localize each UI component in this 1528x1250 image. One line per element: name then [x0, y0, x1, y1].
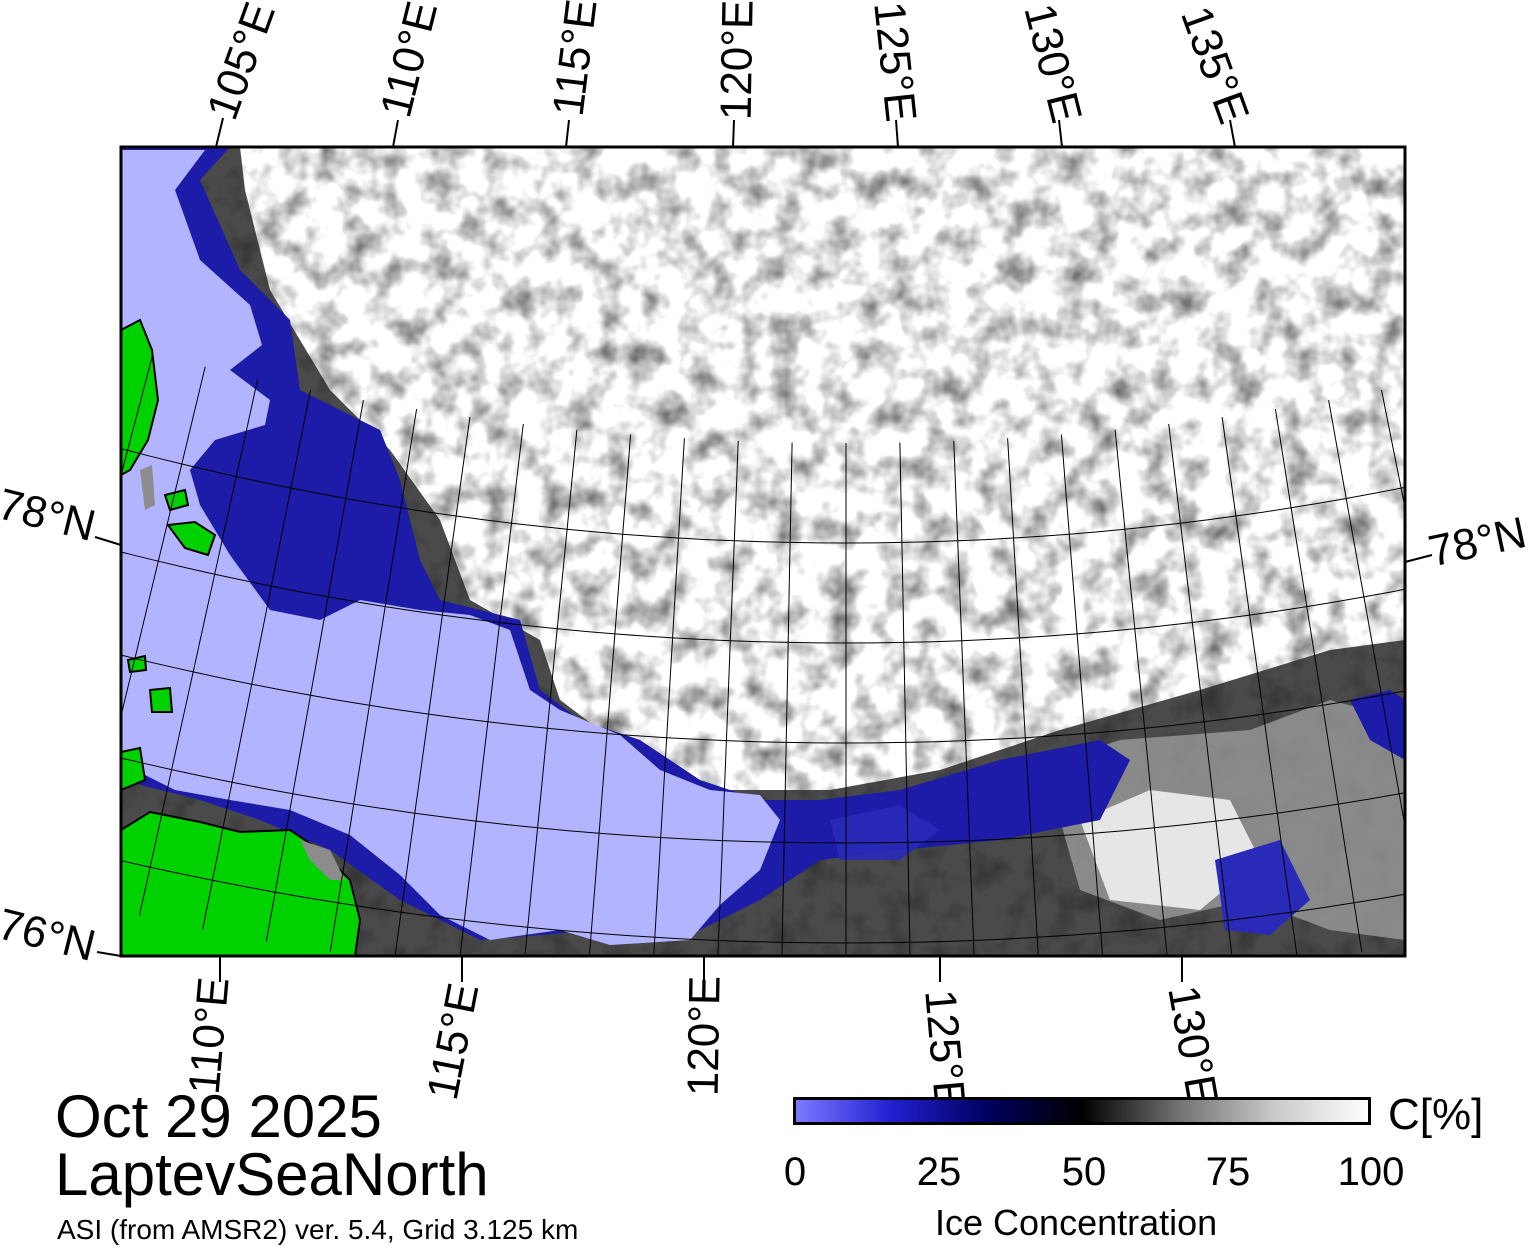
meridian-line	[653, 438, 685, 956]
map-frame	[119, 145, 1407, 958]
meridian-line	[265, 400, 364, 942]
colorbar-tick-label: 25	[916, 1150, 962, 1194]
axis-tick	[732, 119, 735, 148]
land-island-small-4	[121, 746, 147, 792]
region-label: LaptevSeaNorth	[55, 1141, 489, 1208]
colorbar-tick-label: 50	[1061, 1150, 1107, 1194]
meridian-line	[953, 440, 975, 956]
meridian-line	[202, 389, 311, 930]
left-latitude-label: 76°N	[0, 900, 100, 971]
meridian-line	[459, 423, 524, 956]
top-longitude-label: 115°E	[544, 0, 607, 119]
meridian-line	[0, 324, 49, 850]
meridian-line	[1381, 389, 1405, 511]
meridian-line	[1328, 400, 1405, 830]
colorbar-tick-label: 0	[783, 1150, 807, 1194]
ice-patch-blue-3	[830, 805, 940, 860]
meridian-line	[781, 442, 793, 956]
meridian-line	[1007, 438, 1039, 956]
colorbar	[793, 1097, 1371, 1125]
axis-tick	[895, 119, 899, 148]
meridian-line	[1487, 367, 1528, 902]
top-longitude-label: 105°E	[198, 0, 285, 126]
meridian-line	[1274, 409, 1363, 953]
meridian-line	[717, 440, 739, 956]
meridian-line	[524, 429, 578, 956]
meridian-line	[121, 366, 206, 718]
date-label: Oct 29 2025	[55, 1083, 382, 1150]
meridian-line	[0, 340, 101, 869]
meridian-line	[1168, 423, 1233, 956]
parallel-line	[121, 654, 1405, 744]
axis-tick	[565, 119, 570, 148]
land-island-small-5	[126, 654, 148, 674]
axis-tick	[1229, 119, 1236, 148]
meridian-line	[1434, 379, 1528, 916]
colorbar-title: Ice Concentration	[935, 1202, 1218, 1243]
bottom-longitude-label: 125°E	[915, 988, 974, 1112]
top-longitude-label: 135°E	[1171, 0, 1258, 130]
right-latitude-label: 78°N	[1424, 508, 1528, 576]
land-island-small-1	[166, 520, 217, 557]
top-longitude-label: 130°E	[1014, 0, 1091, 128]
meridian-line	[1060, 434, 1104, 956]
meridian-line	[899, 442, 911, 956]
top-longitude-label: 120°E	[712, 0, 763, 121]
land-mask-gray-2	[140, 465, 155, 510]
top-longitude-label: 125°E	[864, 0, 925, 124]
open-water	[121, 150, 780, 945]
ice-patch-blue-2	[1215, 840, 1310, 935]
meridian-line	[394, 416, 471, 956]
left-latitude-label: 78°N	[0, 480, 100, 551]
land-island-small-2	[163, 488, 190, 512]
axis-tick	[392, 119, 399, 148]
land-island-small-3	[148, 686, 174, 713]
bottom-longitude-label: 115°E	[418, 979, 488, 1103]
land-mask-gray	[300, 840, 345, 880]
parallel-line	[121, 448, 1405, 544]
parallel-line	[121, 860, 1405, 944]
axis-ticks	[94, 117, 1433, 982]
source-label: ASI (from AMSR2) ver. 5.4, Grid 3.125 km	[57, 1214, 579, 1245]
parallel-line	[121, 551, 1405, 644]
ice-patch-blue-1	[1350, 690, 1405, 760]
bottom-longitude-label: 120°E	[679, 975, 730, 1096]
axis-tick	[96, 951, 122, 957]
meridian-line	[1114, 429, 1168, 956]
bottom-longitude-label: 110°E	[180, 975, 239, 1096]
bottom-longitude-label: 130°E	[1158, 982, 1227, 1109]
axis-tick	[94, 536, 122, 546]
colorbar-unit-label: C[%]	[1388, 1090, 1484, 1139]
map-content	[0, 147, 1528, 956]
meridian-line	[138, 378, 259, 917]
colorbar-tick-label: 100	[1337, 1150, 1405, 1194]
axis-tick	[215, 117, 224, 148]
parallel-lines	[121, 448, 1405, 944]
meridian-line	[588, 434, 632, 956]
mid-ice-patch-east	[1080, 790, 1260, 910]
meridian-line	[121, 353, 154, 478]
colorbar-tick-label: 75	[1205, 1150, 1251, 1194]
meridian-line	[329, 409, 418, 953]
meridian-line	[1221, 416, 1298, 956]
parallel-line	[121, 757, 1405, 844]
axis-tick	[1404, 554, 1433, 563]
top-longitude-label: 110°E	[371, 0, 447, 122]
axis-tick	[1058, 119, 1063, 148]
meridian-lines	[0, 324, 1528, 956]
